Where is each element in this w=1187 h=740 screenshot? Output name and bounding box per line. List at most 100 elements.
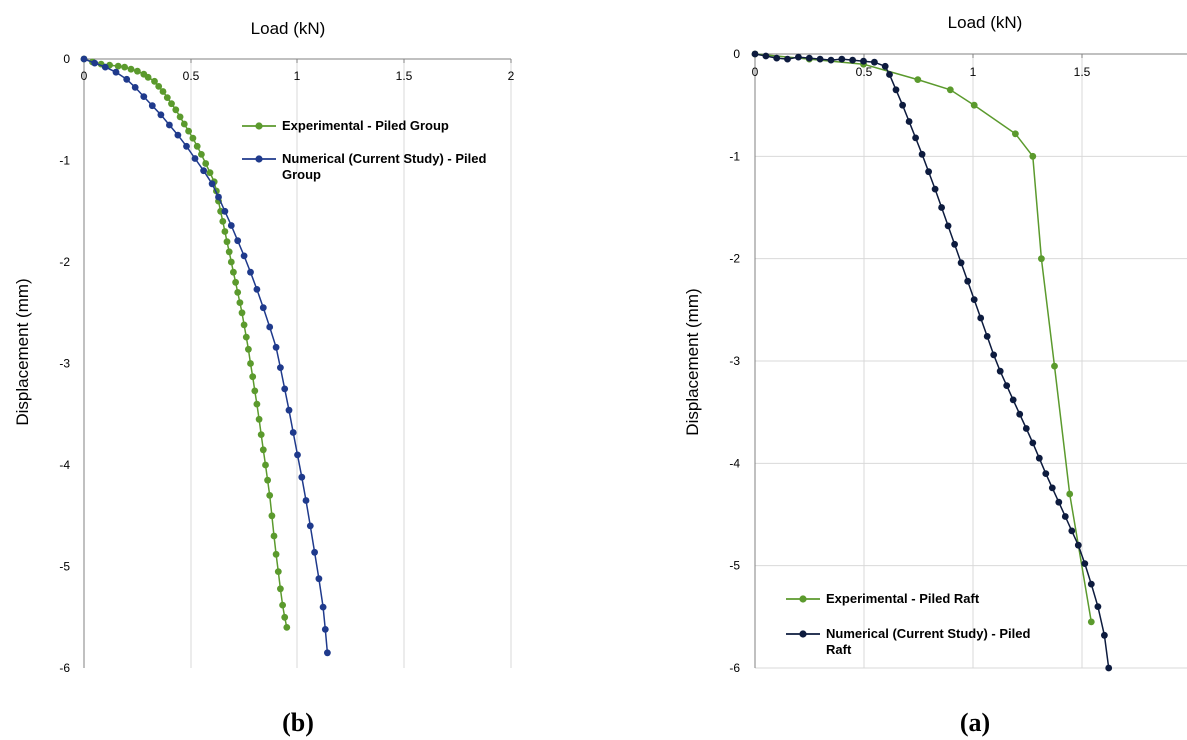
data-point-numerical <box>311 548 318 556</box>
data-point-experimental <box>172 106 180 114</box>
data-point-numerical <box>805 54 813 62</box>
legend-label: Experimental - Piled Raft <box>826 591 980 606</box>
data-point-experimental <box>230 268 237 276</box>
data-point-numerical <box>886 71 893 78</box>
data-point-experimental <box>245 345 252 353</box>
data-point-numerical <box>140 93 148 100</box>
data-point-experimental <box>281 613 289 621</box>
data-point-numerical <box>208 180 216 188</box>
data-point-numerical <box>166 121 173 129</box>
y-tick-label: -4 <box>59 458 70 472</box>
x-axis-title: Load (kN) <box>251 19 326 38</box>
data-point-numerical <box>298 473 306 481</box>
y-tick-label: -3 <box>729 354 740 368</box>
data-point-experimental <box>159 88 167 95</box>
panel-label: (a) <box>960 708 990 737</box>
data-point-experimental <box>970 101 978 109</box>
data-point-numerical <box>1087 580 1095 588</box>
data-point-numerical <box>1055 498 1063 506</box>
data-point-experimental <box>180 120 188 128</box>
data-point-numerical <box>321 626 329 633</box>
data-point-numerical <box>860 57 867 65</box>
data-point-numerical <box>131 84 139 91</box>
data-point-experimental <box>1038 255 1045 263</box>
data-point-experimental <box>272 550 280 558</box>
data-point-experimental <box>1029 152 1037 160</box>
data-point-experimental <box>268 512 276 520</box>
data-point-numerical <box>200 167 208 175</box>
legend-swatch-marker <box>255 155 263 163</box>
data-point-numerical <box>1074 541 1082 549</box>
data-point-numerical <box>1029 439 1037 447</box>
data-point-experimental <box>264 476 271 484</box>
data-point-numerical <box>773 54 781 62</box>
data-point-numerical <box>977 314 985 322</box>
data-point-numerical <box>827 56 835 64</box>
panel-a-chart: 0 0.5 1 1.5 0 -1 -2 -3 -4 -5 -6 Load (kN) Displaceme… <box>683 13 1187 737</box>
data-point-numerical <box>938 204 945 211</box>
y-axis-title: Displacement (mm) <box>13 278 32 425</box>
y-tick-label: 0 <box>733 47 740 61</box>
data-point-experimental <box>279 601 286 609</box>
data-point-experimental <box>223 238 231 246</box>
data-point-numerical <box>277 364 284 371</box>
data-point-numerical <box>191 155 199 162</box>
data-point-numerical <box>240 252 248 260</box>
data-point-experimental <box>259 446 267 454</box>
data-point-experimental <box>134 67 141 75</box>
data-point-numerical <box>215 193 222 201</box>
data-point-experimental <box>114 62 122 70</box>
data-point-experimental <box>232 278 240 286</box>
data-point-numerical <box>221 207 229 215</box>
x-tick-label: 1.5 <box>1074 65 1091 79</box>
legend-label: Numerical (Current Study) - Piled Group <box>282 151 486 182</box>
data-point-numerical <box>101 63 109 71</box>
data-point-experimental <box>189 134 197 142</box>
data-point-numerical <box>838 55 846 63</box>
data-point-numerical <box>1068 527 1076 535</box>
data-point-numerical <box>918 150 926 158</box>
data-point-numerical <box>174 131 182 139</box>
legend: Experimental - Piled Group Numerical (Cur… <box>242 118 486 182</box>
data-point-experimental <box>193 142 201 150</box>
data-point-numerical <box>294 451 301 459</box>
legend-swatch-marker <box>799 630 807 638</box>
data-point-numerical <box>951 240 958 248</box>
data-point-numerical <box>324 649 331 657</box>
x-tick-label: 2 <box>508 69 515 83</box>
y-tick-label: -6 <box>59 661 70 675</box>
data-point-experimental <box>274 568 282 575</box>
data-point-numerical <box>1094 603 1102 610</box>
data-point-numerical <box>784 55 791 63</box>
data-point-experimental <box>219 218 227 225</box>
data-point-numerical <box>970 296 978 303</box>
x-tick-label: 0 <box>752 65 759 79</box>
data-point-experimental <box>236 299 244 306</box>
data-point-numerical <box>259 304 267 312</box>
y-tick-label: -1 <box>729 149 740 163</box>
data-point-numerical <box>123 75 131 83</box>
data-point-experimental <box>249 373 257 381</box>
data-point-numerical <box>899 101 906 109</box>
x-tick-label: 1 <box>294 69 301 83</box>
data-point-numerical <box>881 62 889 70</box>
data-point-experimental <box>257 431 265 438</box>
legend-label: Experimental - Piled Group <box>282 118 449 133</box>
data-point-numerical <box>234 237 242 245</box>
data-point-numerical <box>996 367 1004 375</box>
data-point-numerical <box>1022 425 1030 432</box>
data-point-experimental <box>185 127 193 135</box>
x-tick-label: 1.5 <box>396 69 413 83</box>
data-point-numerical <box>751 50 759 58</box>
data-point-numerical <box>957 259 965 267</box>
data-point-numerical <box>1081 560 1089 567</box>
data-point-numerical <box>816 55 824 63</box>
data-point-numerical <box>157 111 165 119</box>
y-tick-label: -5 <box>729 559 740 573</box>
data-point-experimental <box>234 289 242 296</box>
data-point-numerical <box>1101 631 1108 639</box>
data-point-numerical <box>1009 396 1017 404</box>
data-point-experimental <box>240 321 248 329</box>
data-point-numerical <box>80 55 88 63</box>
panel-label: (b) <box>282 708 314 737</box>
